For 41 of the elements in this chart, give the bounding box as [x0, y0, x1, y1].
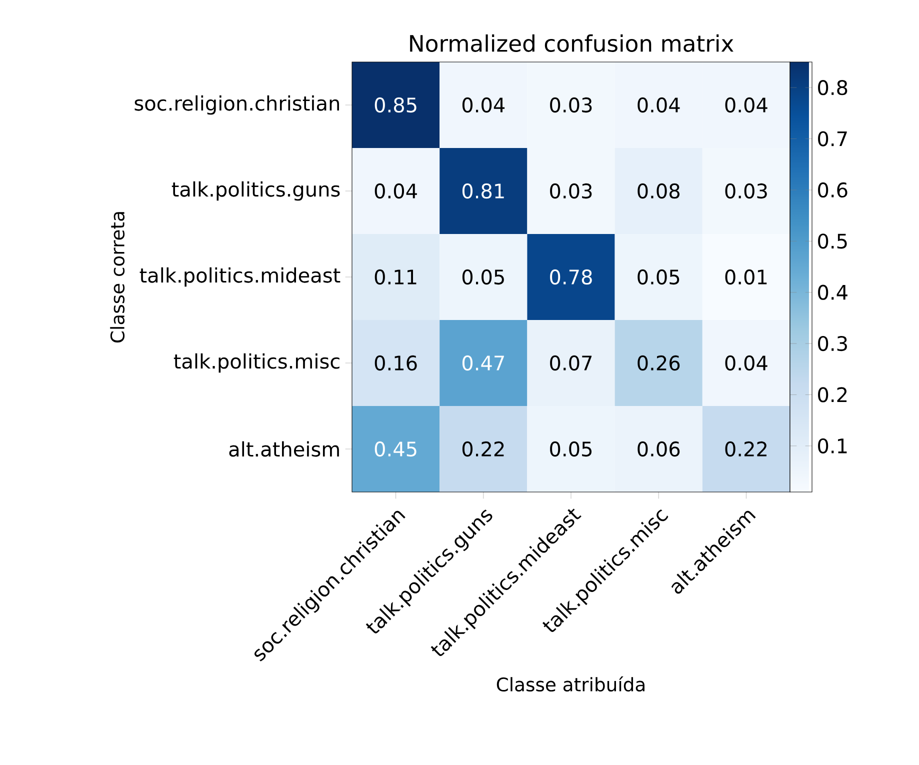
data-label: 0.06: [638, 441, 680, 457]
data-label: 0.04: [725, 97, 768, 113]
data-label: 0.04: [374, 183, 417, 199]
y-tick-label: talk.politics.mideast: [140, 267, 340, 287]
data-label: 0.16: [374, 355, 417, 371]
data-label: 0.01: [725, 269, 767, 285]
color-bar-label: 0.4: [818, 284, 848, 300]
data-label: 0.03: [550, 183, 592, 199]
data-label: 0.26: [638, 355, 680, 371]
data-label: 0.22: [462, 441, 504, 457]
data-label: 0.05: [550, 441, 592, 457]
data-label: 0.05: [638, 269, 680, 285]
data-label: 0.47: [462, 355, 504, 371]
data-label: 0.81: [462, 183, 504, 199]
color-bar-label: 0.2: [818, 387, 847, 402]
x-axis-title: Classe atribuída: [496, 676, 644, 692]
y-tick-label: talk.politics.guns: [172, 181, 340, 201]
data-label: 0.03: [550, 97, 592, 113]
data-label: 0.85: [374, 97, 416, 113]
color-bar-label: 0.1: [818, 438, 847, 454]
y-tick-label: talk.politics.misc: [174, 353, 340, 373]
color-bar-label: 0.3: [818, 336, 847, 352]
y-tick-label: soc.religion.christian: [134, 95, 339, 115]
y-tick-label: alt.atheism: [229, 441, 339, 457]
color-bar-label: 0.5: [818, 234, 847, 249]
y-axis-title: Classe correta: [110, 212, 125, 342]
data-label: 0.04: [725, 355, 768, 371]
data-label: 0.11: [374, 269, 416, 285]
data-label: 0.08: [638, 183, 680, 199]
data-label: 0.45: [374, 441, 416, 457]
color-bar-label: 0.6: [818, 182, 848, 198]
color-bar-label: 0.8: [818, 80, 848, 96]
data-label: 0.04: [638, 97, 680, 113]
chart-title: Normalized confusion matrix: [410, 34, 734, 52]
data-label: 0.78: [550, 269, 592, 285]
data-label: 0.07: [550, 355, 592, 371]
color-bar-label: 0.7: [818, 131, 847, 146]
data-label: 0.22: [725, 441, 766, 457]
data-label: 0.05: [462, 269, 504, 285]
data-label: 0.03: [725, 183, 767, 199]
data-label: 0.04: [462, 97, 505, 113]
